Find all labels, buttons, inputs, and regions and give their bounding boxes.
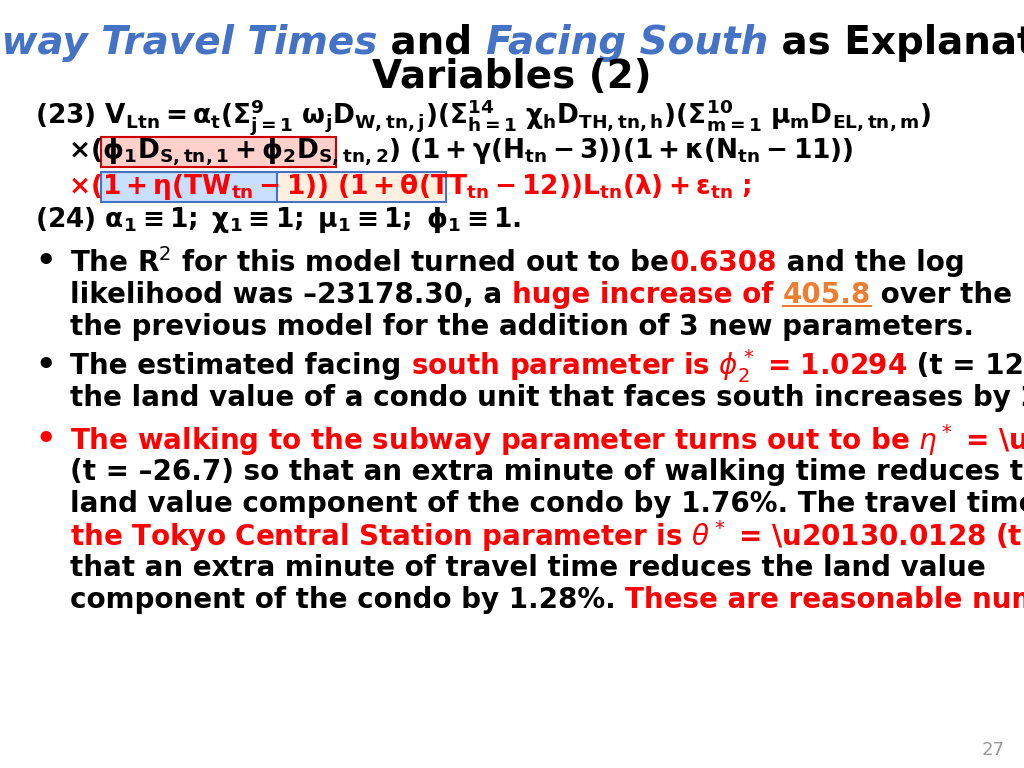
Text: 0.6308: 0.6308 xyxy=(670,249,777,277)
Text: (23) $\mathbf{V_{Ltn} = \alpha_t(\Sigma_{j=1}^{9}\ \omega_j D_{W,tn,j})(\Sigma_{: (23) $\mathbf{V_{Ltn} = \alpha_t(\Sigma_… xyxy=(35,97,932,137)
Text: that an extra minute of travel time reduces the land value: that an extra minute of travel time redu… xyxy=(70,554,986,582)
FancyBboxPatch shape xyxy=(278,172,446,202)
Text: land value component of the condo by 1.76%. The travel time to: land value component of the condo by 1.7… xyxy=(70,490,1024,518)
Text: These are reasonable numbers.: These are reasonable numbers. xyxy=(626,586,1024,614)
Text: •: • xyxy=(35,247,55,279)
Text: and: and xyxy=(377,24,485,62)
Text: The estimated facing: The estimated facing xyxy=(70,352,411,380)
Text: $\mathbf{\times(\phi_1 D_{S,tn,1}+\phi_2 D_{S,tn,2})\ (1+\gamma(H_{tn}-3))(1+\ka: $\mathbf{\times(\phi_1 D_{S,tn,1}+\phi_2… xyxy=(68,136,854,168)
Text: (t = –26.7) so that an extra minute of walking time reduces the: (t = –26.7) so that an extra minute of w… xyxy=(70,458,1024,486)
FancyBboxPatch shape xyxy=(101,137,336,167)
Text: •: • xyxy=(35,350,55,382)
Text: (t = 120.6) so: (t = 120.6) so xyxy=(907,352,1024,380)
Text: the land value of a condo unit that faces south increases by 2.94%.: the land value of a condo unit that face… xyxy=(70,384,1024,412)
Text: Subway Travel Times: Subway Travel Times xyxy=(0,24,377,62)
Text: as Explanatory: as Explanatory xyxy=(768,24,1024,62)
Text: the Tokyo Central Station parameter is $\theta^*$ = \u20130.0128 (t = \u201327.4: the Tokyo Central Station parameter is $… xyxy=(70,518,1024,554)
Text: Facing South: Facing South xyxy=(485,24,768,62)
Text: south parameter is $\phi_2^*$ = 1.0294: south parameter is $\phi_2^*$ = 1.0294 xyxy=(411,347,907,385)
Text: likelihood was –23178.30, a: likelihood was –23178.30, a xyxy=(70,281,512,309)
Text: •: • xyxy=(35,425,55,455)
Text: huge increase of: huge increase of xyxy=(512,281,782,309)
Text: The R$^2$ for this model turned out to be: The R$^2$ for this model turned out to b… xyxy=(70,248,670,278)
Text: the previous model for the addition of 3 new parameters.: the previous model for the addition of 3… xyxy=(70,313,974,341)
FancyBboxPatch shape xyxy=(101,172,278,202)
Text: over the LL of: over the LL of xyxy=(871,281,1024,309)
Text: (24) $\mathbf{\alpha_1 \equiv 1;\ \chi_1 \equiv 1;\ \mu_1 \equiv 1;\ \phi_1 \equ: (24) $\mathbf{\alpha_1 \equiv 1;\ \chi_1… xyxy=(35,205,521,235)
Text: 27: 27 xyxy=(982,741,1005,759)
Text: component of the condo by 1.28%.: component of the condo by 1.28%. xyxy=(70,586,626,614)
Text: 405.8: 405.8 xyxy=(782,281,871,309)
Text: and the log: and the log xyxy=(777,249,966,277)
Text: $\mathbf{\times(1+\eta(TW_{tn}-1))\ (1+\theta(TT_{tn}-12))L_{tn}(\lambda) + \var: $\mathbf{\times(1+\eta(TW_{tn}-1))\ (1+\… xyxy=(68,172,751,202)
Text: Variables (2): Variables (2) xyxy=(372,58,652,96)
Text: The walking to the subway parameter turns out to be $\eta^*$ = \u20130.0176: The walking to the subway parameter turn… xyxy=(70,422,1024,458)
